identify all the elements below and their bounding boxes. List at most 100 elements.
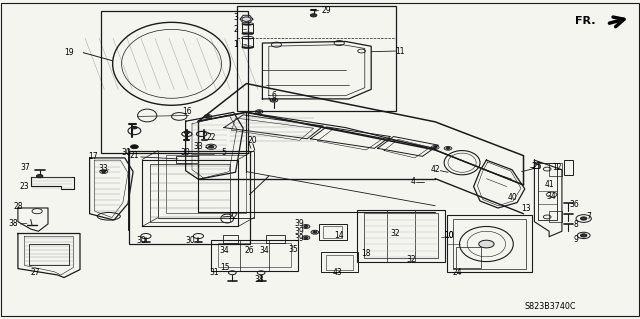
Bar — [266, 235, 285, 243]
Bar — [321, 252, 358, 272]
Text: 22: 22 — [207, 133, 216, 142]
Text: 30: 30 — [121, 148, 131, 157]
Text: 31: 31 — [209, 268, 220, 277]
Ellipse shape — [272, 99, 276, 101]
Ellipse shape — [242, 17, 251, 21]
Bar — [549, 211, 562, 222]
Text: 39: 39 — [294, 234, 305, 243]
Bar — [218, 243, 291, 267]
Ellipse shape — [257, 111, 261, 113]
Bar — [158, 151, 254, 218]
Text: 13: 13 — [521, 204, 531, 213]
Text: 27: 27 — [30, 268, 40, 277]
Bar — [549, 163, 562, 176]
Text: 22: 22 — [229, 212, 238, 221]
Ellipse shape — [446, 147, 450, 149]
Bar — [538, 163, 557, 220]
Bar — [564, 160, 573, 175]
Bar — [166, 155, 246, 213]
Text: 35: 35 — [288, 245, 298, 254]
Ellipse shape — [184, 131, 189, 134]
Ellipse shape — [304, 226, 308, 227]
Text: 24: 24 — [452, 268, 463, 277]
Bar — [453, 219, 526, 269]
Ellipse shape — [102, 171, 106, 173]
Text: 38: 38 — [8, 219, 18, 228]
Ellipse shape — [206, 115, 210, 117]
Ellipse shape — [433, 146, 437, 148]
Text: 3: 3 — [233, 13, 238, 22]
Text: 16: 16 — [182, 107, 192, 115]
Text: 8: 8 — [573, 220, 579, 229]
Ellipse shape — [310, 14, 317, 17]
Ellipse shape — [479, 240, 494, 248]
Text: 20: 20 — [248, 137, 258, 145]
Text: 2: 2 — [233, 25, 238, 34]
Text: 38: 38 — [254, 275, 264, 284]
Text: 25: 25 — [531, 162, 541, 171]
Text: 33: 33 — [193, 142, 204, 151]
Text: 29: 29 — [321, 6, 332, 15]
Text: 7: 7 — [586, 212, 591, 221]
Bar — [326, 255, 353, 270]
Ellipse shape — [313, 231, 317, 233]
Text: 30: 30 — [136, 236, 146, 245]
Ellipse shape — [36, 174, 43, 178]
Text: 32: 32 — [390, 229, 401, 238]
Text: 34: 34 — [547, 192, 557, 201]
Text: 19: 19 — [64, 48, 74, 57]
Bar — [211, 240, 298, 271]
Bar — [150, 164, 230, 222]
Ellipse shape — [209, 145, 214, 148]
Text: 33: 33 — [99, 164, 109, 173]
Text: 40: 40 — [507, 193, 517, 202]
Bar — [456, 247, 481, 268]
Bar — [223, 235, 238, 243]
Bar — [101, 11, 248, 153]
Bar — [237, 6, 396, 111]
Text: 4: 4 — [410, 177, 415, 186]
Text: FR.: FR. — [575, 16, 595, 26]
Text: 17: 17 — [88, 152, 98, 161]
Text: 30: 30 — [180, 148, 191, 157]
Text: 26: 26 — [244, 246, 255, 255]
Text: S823B3740C: S823B3740C — [525, 302, 576, 311]
Ellipse shape — [132, 126, 137, 129]
Text: 32: 32 — [406, 256, 416, 264]
Text: 5: 5 — [221, 148, 227, 157]
Ellipse shape — [304, 237, 308, 239]
Bar — [176, 156, 198, 163]
Text: 1: 1 — [233, 40, 238, 48]
Bar — [242, 38, 253, 47]
Bar — [357, 210, 445, 262]
Text: 23: 23 — [19, 182, 29, 191]
Bar — [29, 244, 69, 265]
Text: 30: 30 — [186, 236, 196, 245]
Text: 9: 9 — [573, 235, 579, 244]
Text: 41: 41 — [544, 180, 554, 189]
Ellipse shape — [580, 234, 587, 237]
Text: 39: 39 — [294, 219, 305, 228]
Text: 14: 14 — [334, 231, 344, 240]
Text: 10: 10 — [444, 231, 454, 240]
Text: 34: 34 — [219, 246, 229, 255]
Text: 15: 15 — [220, 263, 230, 272]
Text: 34: 34 — [259, 246, 269, 255]
Bar — [129, 151, 250, 244]
Bar — [364, 213, 438, 258]
Bar — [242, 24, 253, 33]
Text: 39: 39 — [294, 227, 305, 236]
Text: 6: 6 — [271, 91, 276, 100]
Bar — [447, 215, 532, 272]
Text: 36: 36 — [570, 200, 580, 209]
Ellipse shape — [580, 217, 587, 220]
Text: 11: 11 — [396, 47, 404, 56]
Text: 21: 21 — [130, 151, 139, 160]
Text: 43: 43 — [333, 268, 343, 277]
Bar — [319, 224, 347, 240]
Text: 25: 25 — [532, 162, 543, 171]
Bar — [323, 226, 342, 238]
Text: 42: 42 — [430, 165, 440, 174]
Text: 12: 12 — [552, 163, 561, 172]
Text: 18: 18 — [362, 249, 371, 258]
